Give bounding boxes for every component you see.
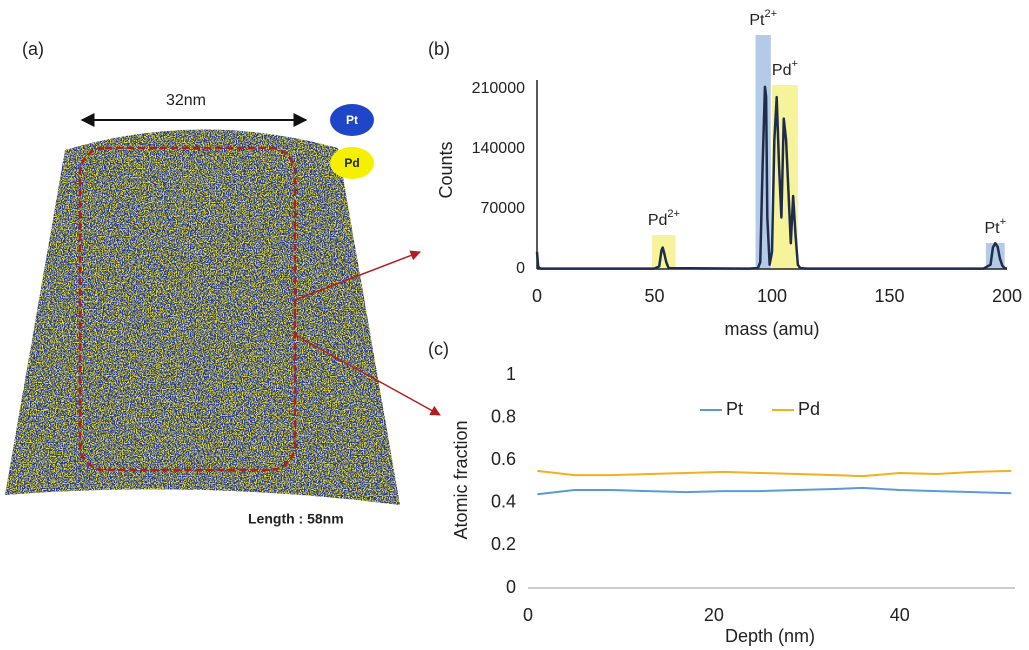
x-tick-label: 50: [644, 286, 664, 306]
x-tick-label: 200: [992, 286, 1022, 306]
roi-box: [78, 146, 297, 472]
y-tick-label: 70000: [481, 200, 526, 217]
peak-charge: 2+: [667, 208, 680, 220]
x-tick-label: 150: [874, 286, 904, 306]
x-tick-label: 0: [532, 286, 542, 306]
peak-ion: Pd: [648, 212, 668, 229]
x-tick-label: 100: [757, 286, 787, 306]
peak-label: Pd+: [772, 58, 798, 79]
y-axis-label: Counts: [436, 141, 456, 198]
y-tick-label: 1: [506, 364, 516, 384]
y-axis-label: Atomic fraction: [451, 420, 471, 539]
y-tick-label: 0.2: [491, 534, 516, 554]
tip-reconstruction: [5, 129, 400, 505]
connector-arrow: [294, 250, 421, 301]
width-label: 32nm: [166, 92, 206, 109]
panel-label: (a): [22, 39, 44, 59]
y-tick-label: 0: [506, 577, 516, 597]
legend-label: Pt: [726, 399, 743, 419]
length-label: Length : 58nm: [248, 511, 344, 527]
peak-label: Pd2+: [648, 208, 680, 229]
x-axis-label: mass (amu): [724, 319, 819, 339]
x-tick-label: 40: [890, 605, 910, 625]
y-tick-label: 0.8: [491, 406, 516, 426]
y-tick-label: 210000: [472, 80, 525, 97]
x-tick-label: 0: [523, 605, 533, 625]
legend-label: Pt: [346, 113, 358, 127]
legend-swatch: [330, 147, 374, 179]
panel-label: (c): [428, 339, 449, 359]
atom-map: [5, 129, 400, 505]
data-line: [537, 486, 1012, 496]
peak-ion: Pt: [984, 220, 1000, 237]
data-line: [537, 469, 1012, 478]
peak-charge: 2+: [764, 8, 777, 20]
y-tick-label: 0: [516, 260, 525, 277]
legend-label: Pd: [344, 156, 359, 170]
peak-label: Pt+: [984, 216, 1006, 237]
y-tick-label: 0.6: [491, 449, 516, 469]
panel-a: (a) 32nm Pt Pd Length : 58nm: [5, 39, 441, 527]
panel-label: (b): [428, 39, 450, 59]
connector-arrow: [294, 334, 441, 416]
y-tick-label: 140000: [472, 140, 525, 157]
x-tick-label: 20: [704, 605, 724, 625]
data-line: [535, 85, 1008, 270]
legend-swatch: [330, 104, 374, 136]
x-axis-label: Depth (nm): [725, 626, 815, 646]
legend-label: Pd: [798, 399, 820, 419]
peak-ion: Pd: [772, 62, 792, 79]
peak-ion: Pt: [749, 12, 765, 29]
peak-charge: +: [1000, 216, 1006, 228]
y-tick-label: 0.4: [491, 492, 516, 512]
peak-label: Pt2+: [749, 8, 777, 29]
peak-charge: +: [791, 58, 797, 70]
